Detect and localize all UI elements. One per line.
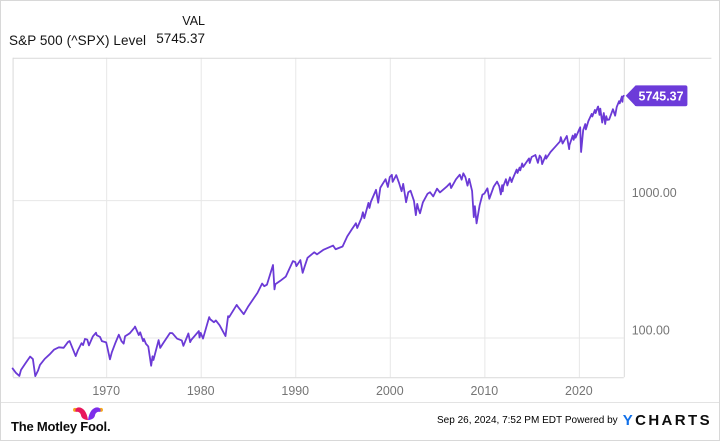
- y-axis-label-100.00: 100.00: [632, 323, 670, 337]
- jester-hat-icon: [73, 407, 103, 421]
- last-value-label: 5745.37: [639, 89, 684, 103]
- value-column: VAL 5745.37: [149, 14, 205, 46]
- y-axis-label-1000.00: 1000.00: [632, 186, 677, 200]
- x-axis-label-1970: 1970: [92, 384, 120, 398]
- timestamp: Sep 26, 2024, 7:52 PM EDT: [437, 415, 563, 426]
- page-title: S&P 500 (^SPX) Level: [9, 33, 147, 48]
- last-value-badge: [634, 85, 688, 107]
- ycharts-charts: CHARTS: [635, 412, 712, 429]
- value-column-header: VAL: [182, 14, 205, 28]
- x-axis-label-2020: 2020: [565, 384, 593, 398]
- motley-fool-wordmark: The Motley Fool.: [11, 419, 111, 434]
- footer: The Motley Fool. Sep 26, 2024, 7:52 PM E…: [1, 402, 719, 440]
- last-value-badge-arrow: [625, 85, 636, 107]
- powered-by: Powered by: [564, 415, 618, 426]
- x-axis-label-1980: 1980: [187, 384, 215, 398]
- motley-fool-logo: The Motley Fool.: [11, 407, 111, 436]
- ycharts-y: Y: [622, 412, 636, 429]
- x-axis-label-1990: 1990: [281, 384, 309, 398]
- chart-credit: Sep 26, 2024, 7:52 PM EDT Powered by YCH…: [437, 412, 712, 429]
- ycharts-logo: YCHARTS: [623, 412, 712, 429]
- x-axis-label-2010: 2010: [471, 384, 499, 398]
- x-axis-label-2000: 2000: [376, 384, 404, 398]
- current-value: 5745.37: [156, 31, 205, 46]
- price-line: [11, 94, 625, 377]
